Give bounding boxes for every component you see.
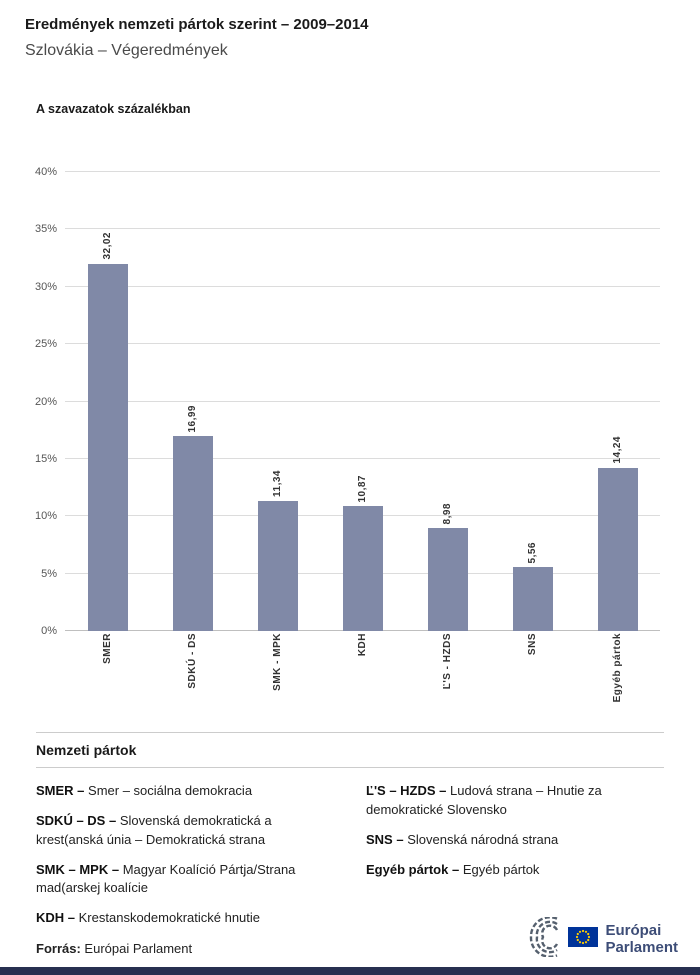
y-tick: 30% <box>34 280 57 293</box>
legend-abbr: KDH – <box>36 910 76 926</box>
legend-abbr: Ľ'S – HZDS – <box>366 783 447 798</box>
x-axis-label: Ľ'S - HZDS <box>442 633 453 690</box>
x-axis-labels: SMER SDKÚ - DS SMK - MPK KDH Ľ'S - HZDS … <box>65 633 660 741</box>
legend-name: Ludová strana – Hnutie za demokratické S… <box>366 783 602 817</box>
bar <box>257 500 298 631</box>
bar-value-label: 16,99 <box>187 404 198 433</box>
legend-entry: SDKÚ – DS – Slovenská demokratická a kre… <box>36 812 340 850</box>
logo-text: Európai Parlament <box>605 921 678 957</box>
x-axis-label: SMER <box>102 633 113 664</box>
chart-title: A szavazatok százalékban <box>36 102 191 116</box>
bar <box>172 436 213 631</box>
bar-group: 16,99 <box>150 172 235 631</box>
legend-abbr: SMK – MPK – <box>36 861 120 877</box>
bar <box>512 567 553 631</box>
legend-name: Slovenská demokratická a krest(anská úni… <box>36 812 272 847</box>
bar-group: 32,02 <box>65 172 150 631</box>
legend-abbr: SMER – <box>36 783 85 798</box>
legend-column: SMER – Smer – sociálna demokracia SDKÚ –… <box>36 782 340 939</box>
legend-name: Slovenská národná strana <box>407 831 559 847</box>
bars-container: 32,02 16,99 11,34 10,87 8,98 5,56 <box>65 172 660 631</box>
gridline <box>65 400 660 402</box>
gridline <box>65 228 660 230</box>
source-label: Forrás: <box>36 941 81 956</box>
legend-abbr: Egyéb pártok – <box>366 861 460 877</box>
gridline <box>65 457 660 459</box>
gridline <box>65 343 660 345</box>
legend-entry: SNS – Slovenská národná strana <box>366 831 670 850</box>
y-tick: 15% <box>34 452 57 465</box>
y-tick: 35% <box>34 223 57 236</box>
y-tick: 20% <box>34 395 57 408</box>
bar-group: 8,98 <box>405 172 490 631</box>
y-tick: 10% <box>34 510 57 523</box>
logo-text-line1: Európai <box>605 921 662 939</box>
legend-name: Krestanskodemokratické hnutie <box>78 910 261 926</box>
y-tick: 25% <box>34 338 57 351</box>
legend-entry: Egyéb pártok – Egyéb pártok <box>366 861 670 880</box>
bar-value-label: 8,98 <box>442 502 453 524</box>
bar-group: 11,34 <box>235 172 320 631</box>
bottom-accent-bar <box>0 967 700 975</box>
legend-abbr: SDKÚ – DS – <box>36 812 117 828</box>
legend-entry: KDH – Krestanskodemokratické hnutie <box>36 909 340 928</box>
gridline <box>65 285 660 287</box>
x-axis-label: SNS <box>527 633 538 656</box>
legend-entry: SMER – Smer – sociálna demokracia <box>36 782 340 801</box>
bar-chart-plot: 0% 5% 10% 15% 20% 25% 30% 35% 40% 32,02 … <box>35 166 660 637</box>
y-tick: 40% <box>34 166 57 178</box>
x-axis-label: SDKÚ - DS <box>187 633 198 689</box>
legend: SMER – Smer – sociálna demokracia SDKÚ –… <box>36 782 670 939</box>
gridline <box>65 171 660 172</box>
european-parliament-logo: Európai Parlament <box>507 916 678 962</box>
logo-text-line2: Parlament <box>605 938 678 956</box>
bar-value-label: 14,24 <box>612 436 623 464</box>
y-tick: 0% <box>41 625 57 637</box>
x-axis-label: Egyéb pártok <box>612 633 623 703</box>
source-value: Európai Parlament <box>84 941 193 956</box>
legend-heading: Nemzeti pártok <box>36 732 664 768</box>
legend-name: Smer – sociálna demokracia <box>88 783 253 798</box>
page-subtitle: Szlovákia – Végeredmények <box>25 42 228 59</box>
legend-entry: SMK – MPK – Magyar Koalíció Pártja/Stran… <box>36 861 340 899</box>
eu-flag-icon <box>568 927 599 952</box>
bar <box>427 527 468 631</box>
bar-group: 14,24 <box>575 172 660 631</box>
bar <box>342 506 383 631</box>
bar <box>87 263 128 631</box>
bar <box>597 467 638 631</box>
bar-value-label: 11,34 <box>272 469 283 497</box>
y-tick: 5% <box>41 567 57 580</box>
legend-entry: Ľ'S – HZDS – Ludová strana – Hnutie za d… <box>366 782 670 820</box>
bar-group: 5,56 <box>490 172 575 631</box>
source-line: Forrás: Európai Parlament <box>36 941 192 956</box>
page-title: Eredmények nemzeti pártok szerint – 2009… <box>25 16 369 33</box>
hemicycle-icon <box>507 916 561 962</box>
x-axis-label: KDH <box>357 633 368 657</box>
bar-group: 10,87 <box>320 172 405 631</box>
legend-abbr: SNS – <box>366 831 404 847</box>
legend-name: Egyéb pártok <box>462 861 540 877</box>
bar-value-label: 32,02 <box>102 232 113 260</box>
legend-column: Ľ'S – HZDS – Ludová strana – Hnutie za d… <box>366 782 670 939</box>
x-axis-label: SMK - MPK <box>272 633 283 691</box>
bar-value-label: 10,87 <box>357 474 368 503</box>
legend-name: Magyar Koalíció Pártja/Strana mad(arskej… <box>36 861 296 896</box>
bar-value-label: 5,56 <box>527 541 538 564</box>
